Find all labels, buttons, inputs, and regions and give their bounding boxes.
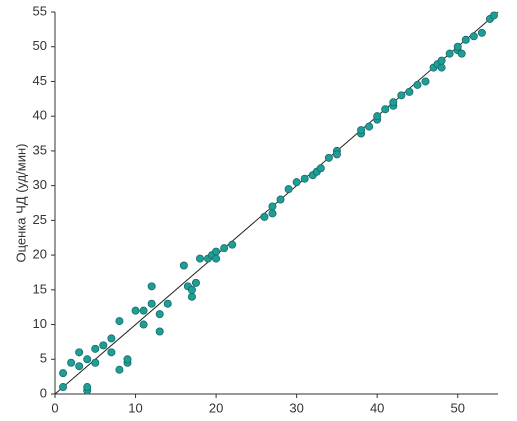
point [179, 261, 188, 270]
point [139, 320, 148, 329]
point [91, 358, 100, 367]
point [413, 80, 422, 89]
point [75, 362, 84, 371]
point [163, 299, 172, 308]
point [59, 383, 68, 392]
point [212, 254, 221, 263]
point [453, 42, 462, 51]
point [220, 244, 229, 253]
point [147, 299, 156, 308]
point [477, 28, 486, 37]
point [405, 87, 414, 96]
y-tick-label: 20 [33, 247, 47, 262]
point [147, 282, 156, 291]
point [421, 77, 430, 86]
x-tick-label: 50 [450, 400, 464, 415]
point [445, 49, 454, 58]
y-tick-label: 35 [33, 142, 47, 157]
y-tick-label: 55 [33, 3, 47, 18]
identity-line [54, 11, 499, 395]
x-tick-label: 10 [128, 400, 142, 415]
y-tick-label: 0 [40, 385, 47, 400]
point [228, 240, 237, 249]
point [67, 358, 76, 367]
point [155, 310, 164, 319]
y-tick-label: 40 [33, 108, 47, 123]
point [284, 185, 293, 194]
x-tick-label: 20 [209, 400, 223, 415]
point [75, 348, 84, 357]
y-tick-label: 30 [33, 177, 47, 192]
point [300, 174, 309, 183]
point [316, 164, 325, 173]
point [99, 341, 108, 350]
point [59, 369, 68, 378]
point [187, 292, 196, 301]
x-tick-label: 40 [370, 400, 384, 415]
x-tick-label: 30 [289, 400, 303, 415]
point [212, 247, 221, 256]
point [195, 254, 204, 263]
point [389, 98, 398, 107]
point [292, 178, 301, 187]
point [461, 35, 470, 44]
point [373, 112, 382, 121]
point [457, 49, 466, 58]
point [123, 355, 132, 364]
point [115, 365, 124, 374]
point [83, 355, 92, 364]
point [365, 122, 374, 131]
point [131, 306, 140, 315]
point [332, 150, 341, 159]
x-tick-label: 0 [51, 400, 58, 415]
y-tick-label: 10 [33, 316, 47, 331]
point [268, 209, 277, 218]
point [357, 126, 366, 135]
point [268, 202, 277, 211]
point [83, 383, 92, 392]
y-tick-label: 50 [33, 38, 47, 53]
point [489, 11, 498, 20]
point [107, 348, 116, 357]
y-tick-label: 45 [33, 73, 47, 88]
point [469, 32, 478, 41]
point [107, 334, 116, 343]
point [437, 63, 446, 72]
point [381, 105, 390, 114]
point [155, 327, 164, 336]
point [187, 285, 196, 294]
y-tick-label: 15 [33, 281, 47, 296]
y-tick-label: 5 [40, 351, 47, 366]
point [324, 153, 333, 162]
point [115, 317, 124, 326]
point [397, 91, 406, 100]
y-axis-label: Оценка ЧД (уд/мин) [13, 143, 28, 262]
point [437, 56, 446, 65]
point [191, 278, 200, 287]
point [276, 195, 285, 204]
y-tick-label: 25 [33, 212, 47, 227]
point [139, 306, 148, 315]
point [260, 212, 269, 221]
point [91, 344, 100, 353]
